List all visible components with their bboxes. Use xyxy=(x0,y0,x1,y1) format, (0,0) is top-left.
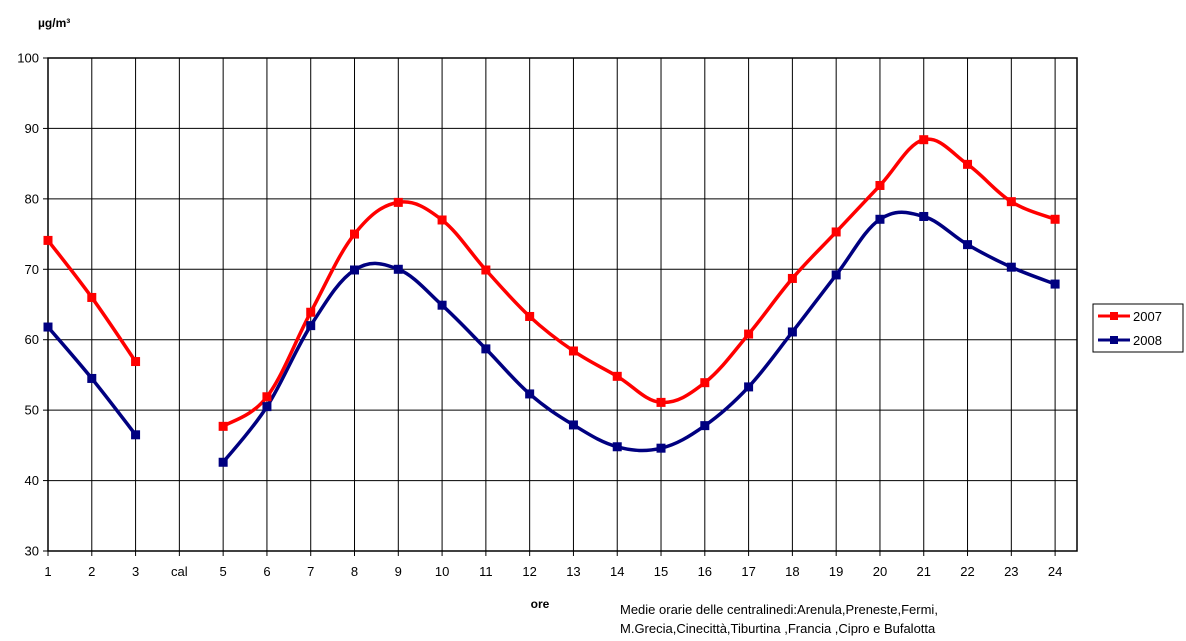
x-tick-label: 11 xyxy=(479,564,493,579)
y-tick-label: 30 xyxy=(25,544,39,559)
data-point-2007-13 xyxy=(568,346,578,356)
data-point-2007-1 xyxy=(43,235,53,245)
data-point-2008-2 xyxy=(87,373,97,383)
x-tick-label: 21 xyxy=(917,564,931,579)
data-point-2008-14 xyxy=(612,442,622,452)
data-point-2008-1 xyxy=(43,322,53,332)
x-tick-label: 20 xyxy=(873,564,887,579)
x-tick-label: 24 xyxy=(1048,564,1062,579)
y-tick-label: 40 xyxy=(25,473,39,488)
x-tick-label: 18 xyxy=(785,564,799,579)
legend-marker-2008 xyxy=(1110,336,1118,344)
data-point-2007-23 xyxy=(1006,197,1016,207)
grid-horizontal xyxy=(48,57,1077,552)
data-point-2008-9 xyxy=(393,264,403,274)
data-point-2008-23 xyxy=(1006,262,1016,272)
data-point-2008-15 xyxy=(656,443,666,453)
legend: 2007 2008 xyxy=(1092,303,1184,353)
x-tick-label: 1 xyxy=(44,564,51,579)
x-tick-label: 16 xyxy=(698,564,712,579)
x-tick-label: 23 xyxy=(1004,564,1018,579)
data-point-2008-16 xyxy=(700,421,710,431)
data-point-2008-10 xyxy=(437,300,447,310)
data-point-2007-3 xyxy=(131,357,141,367)
data-point-2007-19 xyxy=(831,227,841,237)
data-point-2008-24 xyxy=(1050,279,1060,289)
x-tick-label: 2 xyxy=(88,564,95,579)
legend-label-2008: 2008 xyxy=(1133,333,1162,348)
x-tick-label: 13 xyxy=(566,564,580,579)
data-point-2008-6 xyxy=(262,402,272,412)
legend-box xyxy=(1092,303,1184,353)
x-tick-label: 3 xyxy=(132,564,139,579)
data-point-2007-15 xyxy=(656,397,666,407)
x-tick-label: 6 xyxy=(263,564,270,579)
x-tick-label: 5 xyxy=(220,564,227,579)
data-point-2008-18 xyxy=(787,327,797,337)
y-tick-label: 100 xyxy=(17,51,39,66)
y-axis-unit: µg/m³ xyxy=(38,16,70,30)
data-point-2007-11 xyxy=(481,265,491,275)
x-tick-label: 14 xyxy=(610,564,624,579)
x-tick-label: 17 xyxy=(741,564,755,579)
data-point-2007-10 xyxy=(437,215,447,225)
data-point-2008-19 xyxy=(831,270,841,280)
x-tick-label: 15 xyxy=(654,564,668,579)
x-tick-label: 19 xyxy=(829,564,843,579)
data-point-2008-17 xyxy=(744,382,754,392)
plot-background xyxy=(48,58,1077,551)
x-tick-label: 8 xyxy=(351,564,358,579)
data-point-2007-8 xyxy=(350,229,360,239)
data-point-2007-14 xyxy=(612,371,622,381)
data-point-2008-8 xyxy=(350,265,360,275)
x-tick-label: 9 xyxy=(395,564,402,579)
x-axis-title: ore xyxy=(531,597,550,611)
data-point-2007-18 xyxy=(787,273,797,283)
data-point-2007-12 xyxy=(525,311,535,321)
data-point-2008-21 xyxy=(919,211,929,221)
data-point-2008-3 xyxy=(131,430,141,440)
x-tick-label: 7 xyxy=(307,564,314,579)
legend-label-2007: 2007 xyxy=(1133,309,1162,324)
data-point-2008-20 xyxy=(875,214,885,224)
plot-border xyxy=(47,57,1078,552)
data-point-2007-22 xyxy=(963,159,973,169)
y-tick-label: 80 xyxy=(25,191,39,206)
data-point-2007-16 xyxy=(700,378,710,388)
annotation-line-1: Medie orarie delle centralinedi:Arenula,… xyxy=(620,602,938,617)
y-tick-label: 90 xyxy=(25,121,39,136)
data-point-2007-6 xyxy=(262,392,272,402)
data-point-2008-5 xyxy=(218,457,228,467)
data-point-2007-2 xyxy=(87,292,97,302)
x-tick-label: 12 xyxy=(522,564,536,579)
x-tick-label: 10 xyxy=(435,564,449,579)
y-tick-label: 50 xyxy=(25,403,39,418)
legend-marker-2007 xyxy=(1110,312,1118,320)
data-point-2008-7 xyxy=(306,321,316,331)
y-tick-label: 60 xyxy=(25,332,39,347)
data-point-2007-20 xyxy=(875,180,885,190)
series-points xyxy=(43,135,1060,467)
annotation-line-2: M.Grecia,Cinecittà,Tiburtina ,Francia ,C… xyxy=(620,621,936,636)
data-point-2007-7 xyxy=(306,307,316,317)
x-tick-label: 22 xyxy=(960,564,974,579)
data-point-2007-21 xyxy=(919,135,929,145)
data-point-2007-9 xyxy=(393,197,403,207)
x-tick-label: cal xyxy=(171,564,188,579)
y-axis-ticks: 30 40 50 60 70 80 90 100 xyxy=(17,51,48,559)
data-point-2007-5 xyxy=(218,421,228,431)
data-point-2008-12 xyxy=(525,389,535,399)
data-point-2007-17 xyxy=(744,329,754,339)
x-axis-ticks: 1 2 3 cal 5 6 7 8 9 10 11 12 13 14 15 16 17 18 19 20 21 22 23 2… xyxy=(44,551,1062,579)
data-point-2008-11 xyxy=(481,344,491,354)
data-point-2008-22 xyxy=(963,240,973,250)
data-point-2008-13 xyxy=(568,420,578,430)
y-tick-label: 70 xyxy=(25,262,39,277)
data-point-2007-24 xyxy=(1050,214,1060,224)
grid-vertical xyxy=(91,58,1056,551)
